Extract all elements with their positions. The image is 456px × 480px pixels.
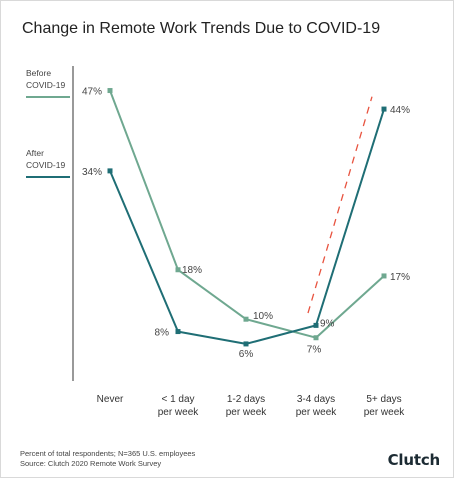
x-tick-label: per week — [158, 407, 200, 418]
data-label: 6% — [239, 349, 254, 360]
data-label: 44% — [390, 105, 410, 116]
x-tick-label: per week — [226, 407, 268, 418]
legend-label: COVID-19 — [26, 80, 65, 90]
data-label: 9% — [320, 318, 335, 329]
data-label: 47% — [82, 87, 102, 98]
x-tick-label: 3-4 days — [297, 394, 335, 405]
footnote-respondents: Percent of total respondents; N=365 U.S.… — [20, 449, 196, 458]
x-tick-label: 1-2 days — [227, 394, 265, 405]
data-point — [175, 267, 181, 273]
x-tick-label: per week — [364, 407, 406, 418]
data-point — [381, 106, 387, 112]
data-point — [107, 88, 113, 94]
legend-label: Before — [26, 68, 51, 78]
series-line — [109, 90, 385, 339]
data-label: 17% — [390, 272, 410, 283]
data-point — [243, 316, 249, 322]
data-point — [107, 168, 113, 174]
footnote-source: Source: Clutch 2020 Remote Work Survey — [20, 459, 162, 468]
x-tick-label: < 1 day — [161, 394, 194, 405]
x-tick-label: 5+ days — [366, 394, 401, 405]
data-point — [313, 322, 319, 328]
legend-label: COVID-19 — [26, 160, 65, 170]
data-label: 8% — [155, 328, 170, 339]
data-point — [243, 341, 249, 347]
data-label: 34% — [82, 167, 102, 178]
legend-label: After — [26, 148, 44, 158]
trend-arrow-line — [307, 96, 373, 314]
data-label: 10% — [253, 311, 273, 322]
data-point — [381, 273, 387, 279]
x-tick-label: Never — [97, 394, 124, 405]
data-label: 7% — [307, 345, 322, 356]
data-point — [175, 329, 181, 335]
x-tick-label: per week — [296, 407, 338, 418]
chart-title: Change in Remote Work Trends Due to COVI… — [22, 20, 381, 37]
data-point — [313, 335, 319, 341]
data-label: 18% — [182, 265, 202, 276]
series-line — [109, 108, 385, 345]
clutch-logo: Clutch — [387, 451, 441, 469]
